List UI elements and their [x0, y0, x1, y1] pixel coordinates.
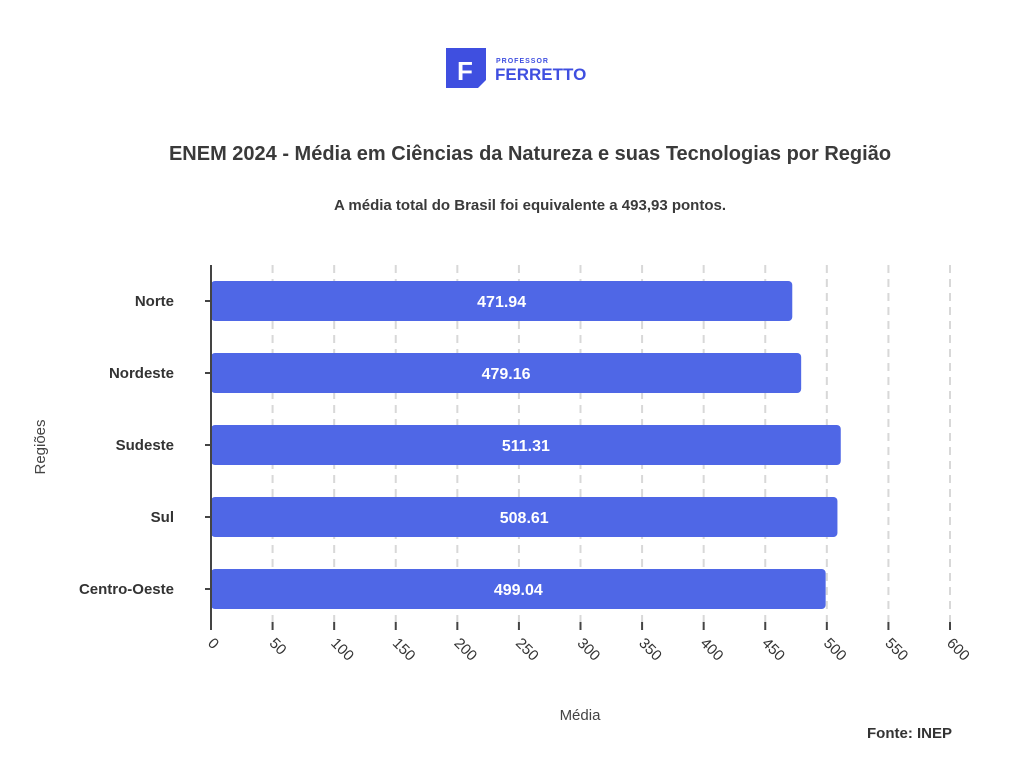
x-tick-label: 400 [697, 635, 727, 665]
x-tick-label: 50 [266, 635, 290, 659]
x-tick-label: 150 [389, 635, 419, 665]
logo-big-text: FERRETTO [495, 65, 586, 84]
value-label: 479.16 [482, 366, 531, 383]
category-label: Nordeste [109, 365, 174, 382]
x-axis-label: Média [560, 707, 602, 724]
x-tick-label: 550 [882, 635, 912, 665]
category-label: Norte [135, 293, 174, 310]
x-tick-label: 450 [758, 635, 788, 665]
logo-letter: F [457, 56, 473, 86]
chart-subtitle: A média total do Brasil foi equivalente … [334, 197, 726, 214]
y-axis-label: Regiões [32, 419, 49, 474]
x-tick-label: 200 [451, 635, 481, 665]
source-note: Fonte: INEP [867, 725, 952, 742]
value-label: 499.04 [494, 582, 543, 599]
bar-centro-oeste [211, 569, 826, 609]
bar-norte [211, 281, 793, 321]
value-label: 508.61 [500, 510, 549, 527]
x-tick-label: 250 [512, 635, 542, 665]
value-label: 511.31 [502, 438, 550, 455]
logo-small-text: PROFESSOR [496, 58, 549, 65]
category-label: Sudeste [116, 437, 174, 454]
x-tick-label: 500 [820, 635, 850, 665]
logo: F PROFESSOR FERRETTO [446, 48, 586, 88]
value-label: 471.94 [477, 294, 526, 311]
x-tick-label: 0 [204, 635, 222, 653]
bar-nordeste [211, 353, 802, 393]
bar-sudeste [211, 425, 841, 465]
bar-sul [211, 497, 838, 537]
category-label: Sul [151, 509, 174, 526]
x-tick-label: 100 [327, 635, 357, 665]
category-label: Centro-Oeste [79, 581, 174, 598]
x-tick-label: 300 [574, 635, 604, 665]
logo-mark [446, 48, 486, 88]
x-tick-label: 350 [635, 635, 665, 665]
x-tick-label: 600 [943, 635, 973, 665]
chart-title: ENEM 2024 - Média em Ciências da Naturez… [169, 143, 891, 165]
